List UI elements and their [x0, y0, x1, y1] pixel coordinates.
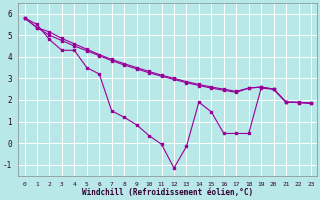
- X-axis label: Windchill (Refroidissement éolien,°C): Windchill (Refroidissement éolien,°C): [82, 188, 253, 197]
